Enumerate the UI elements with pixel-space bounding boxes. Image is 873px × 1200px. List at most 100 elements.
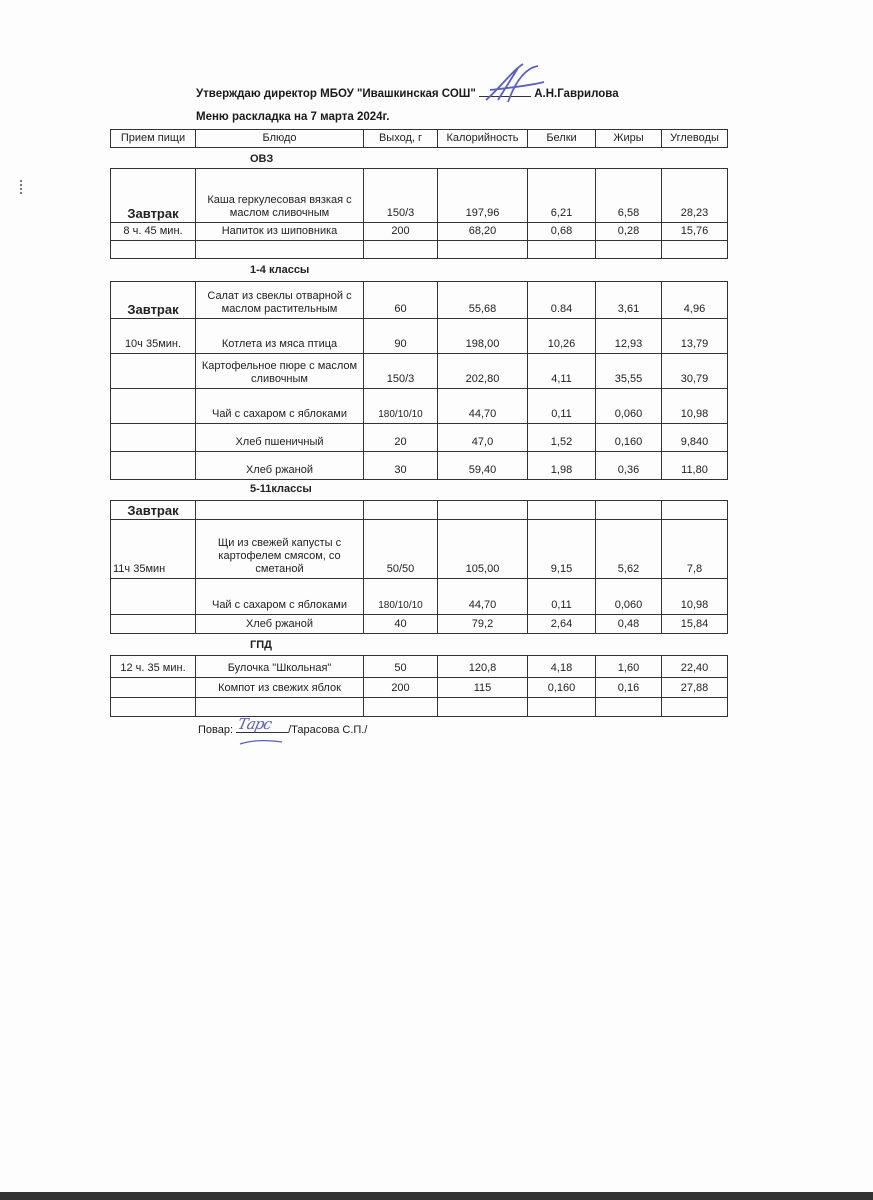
- meal-time-cell: [110, 240, 196, 259]
- meal-time-cell: [110, 614, 196, 634]
- col-fat: Жиры: [595, 129, 662, 148]
- cook-name: /Тарасова С.П./: [288, 724, 368, 736]
- carbs-cell: [661, 500, 728, 520]
- meal-time-cell: [110, 353, 196, 389]
- protein-cell: 0,160: [527, 677, 596, 698]
- cook-line: Повар: /Тарасова С.П./: [198, 724, 367, 736]
- carbs-cell: 15,76: [661, 222, 728, 241]
- col-protein: Белки: [527, 129, 596, 148]
- calories-cell: 79,2: [437, 614, 528, 634]
- fat-cell: 0,060: [595, 578, 662, 615]
- col-yield: Выход, г: [363, 129, 438, 148]
- table-row: Чай с сахаром с яблоками 180/10/10 44,70 0,…: [110, 578, 728, 615]
- carbs-cell: 13,79: [661, 318, 728, 354]
- dish-cell: Чай с сахаром с яблоками: [195, 388, 364, 424]
- fat-cell: 1,60: [595, 655, 662, 678]
- protein-cell: 0,11: [527, 578, 596, 615]
- col-dish: Блюдо: [195, 129, 364, 148]
- yield-cell: 180/10/10: [363, 388, 438, 424]
- director-signature: [485, 63, 545, 103]
- carbs-cell: [661, 697, 728, 717]
- meal-time-cell: [110, 677, 196, 698]
- dish-cell: Котлета из мяса птица: [195, 318, 364, 354]
- menu-title: Меню раскладка на 7 марта 2024г.: [196, 111, 390, 123]
- calories-cell: 68,20: [437, 222, 528, 241]
- table-row: Картофельное пюре с маслом сливочным 150/…: [110, 353, 728, 389]
- table-row: Хлеб ржаной 30 59,40 1,98 0,36 11,80: [110, 451, 728, 480]
- protein-cell: 4,18: [527, 655, 596, 678]
- col-carbs: Углеводы: [661, 129, 728, 148]
- calories-cell: [437, 500, 528, 520]
- carbs-cell: 15,84: [661, 614, 728, 634]
- calories-cell: 47,0: [437, 423, 528, 452]
- carbs-cell: 9,840: [661, 423, 728, 452]
- yield-cell: 150/3: [363, 353, 438, 389]
- menu-section-table: Завтрак Каша геркулесовая вязкая с маслом…: [110, 168, 728, 259]
- table-row: 10ч 35мин. Котлета из мяса птица 90 198,00 1…: [110, 318, 728, 354]
- menu-section-table: Завтрак 11ч 35мин Щи из свежей капусты с к…: [110, 500, 728, 634]
- protein-cell: 6,21: [527, 168, 596, 223]
- meal-time-cell: 10ч 35мин.: [110, 318, 196, 354]
- calories-cell: 44,70: [437, 578, 528, 615]
- fat-cell: 0,060: [595, 388, 662, 424]
- meal-time-cell: [110, 578, 196, 615]
- yield-cell: 50/50: [363, 519, 438, 579]
- carbs-cell: 7,8: [661, 519, 728, 579]
- fat-cell: 0,48: [595, 614, 662, 634]
- meal-time-cell: Завтрак: [110, 500, 196, 520]
- dish-cell: Хлеб ржаной: [195, 451, 364, 480]
- menu-section-table: Завтрак Салат из свеклы отварной с маслом…: [110, 281, 728, 480]
- calories-cell: 44,70: [437, 388, 528, 424]
- yield-cell: 60: [363, 281, 438, 319]
- approval-text: Утверждаю директор МБОУ "Ивашкинская СОШ…: [196, 88, 476, 100]
- table-row: Компот из свежих яблок 200 115 0,160 0,16 27,…: [110, 677, 728, 698]
- protein-cell: 2,64: [527, 614, 596, 634]
- dish-cell: Хлеб пшеничный: [195, 423, 364, 452]
- table-row: Хлеб пшеничный 20 47,0 1,52 0,160 9,840: [110, 423, 728, 452]
- fat-cell: [595, 500, 662, 520]
- calories-cell: 105,00: [437, 519, 528, 579]
- table-row: Завтрак Салат из свеклы отварной с маслом…: [110, 281, 728, 319]
- calories-cell: 202,80: [437, 353, 528, 389]
- table-row: [110, 697, 728, 717]
- fat-cell: 0,160: [595, 423, 662, 452]
- header-row: Прием пищи Блюдо Выход, г Калорийность Б…: [110, 129, 728, 148]
- yield-cell: 90: [363, 318, 438, 354]
- carbs-cell: [661, 240, 728, 259]
- table-row: Завтрак: [110, 500, 728, 520]
- protein-cell: 1,52: [527, 423, 596, 452]
- dish-cell: Чай с сахаром с яблоками: [195, 578, 364, 615]
- protein-cell: [527, 500, 596, 520]
- fat-cell: 0,28: [595, 222, 662, 241]
- scan-edge: [0, 1192, 873, 1200]
- meal-time-cell: Завтрак: [110, 281, 196, 319]
- carbs-cell: 10,98: [661, 388, 728, 424]
- protein-cell: 9,15: [527, 519, 596, 579]
- protein-cell: 1,98: [527, 451, 596, 480]
- section-label: 5-11классы: [250, 483, 312, 495]
- meal-time-cell: [110, 388, 196, 424]
- meal-time-cell: 8 ч. 45 мин.: [110, 222, 196, 241]
- dish-cell: Хлеб ржаной: [195, 614, 364, 634]
- protein-cell: 0.84: [527, 281, 596, 319]
- fat-cell: 3,61: [595, 281, 662, 319]
- table-row: Завтрак Каша геркулесовая вязкая с маслом…: [110, 168, 728, 223]
- section-label: ГПД: [250, 639, 272, 651]
- yield-cell: [363, 500, 438, 520]
- fat-cell: 0,36: [595, 451, 662, 480]
- yield-cell: [363, 697, 438, 717]
- yield-cell: 30: [363, 451, 438, 480]
- carbs-cell: 22,40: [661, 655, 728, 678]
- calories-cell: 197,96: [437, 168, 528, 223]
- carbs-cell: 30,79: [661, 353, 728, 389]
- dish-cell: [195, 240, 364, 259]
- meal-time-cell: [110, 697, 196, 717]
- meal-time-cell: Завтрак: [110, 168, 196, 223]
- meal-time-cell: 11ч 35мин: [110, 519, 196, 579]
- fat-cell: 35,55: [595, 353, 662, 389]
- protein-cell: 4,11: [527, 353, 596, 389]
- dish-cell: [195, 500, 364, 520]
- carbs-cell: 27,88: [661, 677, 728, 698]
- carbs-cell: 11,80: [661, 451, 728, 480]
